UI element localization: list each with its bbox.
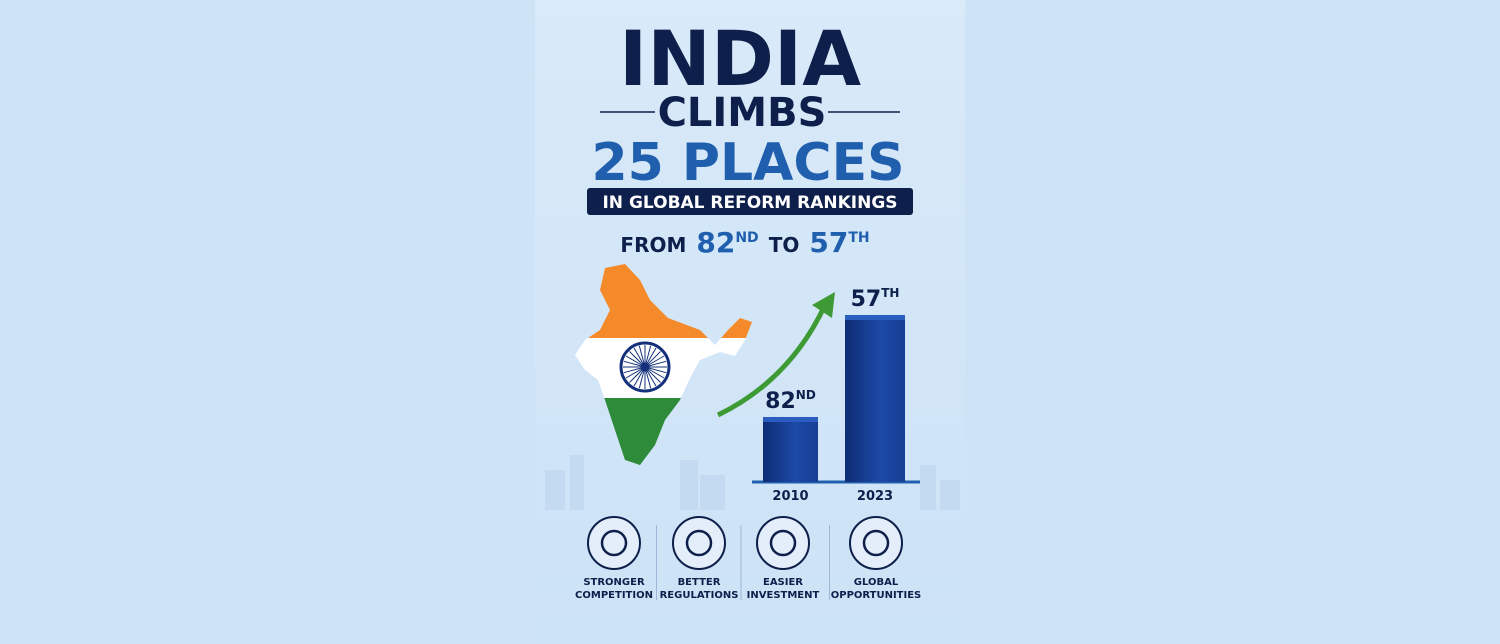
spoke <box>638 366 646 389</box>
spoke <box>644 351 661 368</box>
suffix: ND <box>796 388 816 402</box>
icon <box>769 529 797 557</box>
spoke <box>644 347 657 368</box>
bar <box>845 317 905 482</box>
spoke <box>644 345 652 368</box>
suffix: TH <box>881 286 899 300</box>
rank: 82 <box>696 226 735 259</box>
feature-line1: EASIER <box>763 577 803 588</box>
spoke <box>625 366 646 379</box>
bar <box>763 419 818 482</box>
suffix: TH <box>848 230 869 246</box>
feature-line2: COMPETITION <box>575 590 653 601</box>
banner <box>587 188 913 215</box>
title-line3: 25 PLACES <box>591 133 904 193</box>
spoke <box>644 366 667 374</box>
title-line1: INDIA <box>619 14 861 103</box>
suffix: ND <box>735 230 758 246</box>
title-line2: CLIMBS <box>658 90 827 136</box>
bar-label: 82ND <box>765 388 816 414</box>
skyline <box>545 455 960 510</box>
year: 2023 <box>857 489 893 504</box>
spoke <box>633 366 646 387</box>
icon-circle <box>587 516 641 570</box>
banner-text: IN GLOBAL REFORM RANKINGS <box>602 193 897 213</box>
growth-arrow <box>716 303 828 418</box>
spoke <box>638 345 646 368</box>
icon-circle <box>672 516 726 570</box>
to: TO <box>769 233 800 257</box>
spoke <box>644 366 665 379</box>
feature-line1: GLOBAL <box>854 577 899 588</box>
spoke <box>625 355 646 368</box>
rank: 82 <box>765 389 796 414</box>
spoke <box>629 366 646 383</box>
rank: 57 <box>851 287 882 312</box>
icon <box>862 529 890 557</box>
icon-circle <box>756 516 810 570</box>
spoke <box>623 360 646 368</box>
feature-line2: INVESTMENT <box>747 590 820 601</box>
spoke <box>644 366 657 387</box>
bar-top <box>845 314 905 320</box>
icon-circle <box>849 516 903 570</box>
feature-line2: REGULATIONS <box>660 590 739 601</box>
chakra <box>619 341 671 393</box>
icon <box>685 529 713 557</box>
bar-top <box>763 416 818 422</box>
features: STRONGER COMPETITION BETTER REGULATIONS EASI… <box>575 516 922 601</box>
feature-line2: OPPORTUNITIES <box>831 590 922 601</box>
feature-line1: STRONGER <box>583 577 645 588</box>
spoke <box>644 366 661 383</box>
feature-line1: BETTER <box>678 577 721 588</box>
bar-label: 57TH <box>851 286 900 312</box>
from: FROM <box>620 233 686 257</box>
spoke <box>644 360 667 368</box>
spoke <box>633 347 646 368</box>
subtitle: FROM 82ND TO 57TH <box>620 226 869 259</box>
year: 2010 <box>772 489 808 504</box>
bar-chart: 82ND 2010 57TH 2023 <box>763 286 905 504</box>
spoke <box>629 351 646 368</box>
rank: 57 <box>809 226 848 259</box>
icon <box>600 529 628 557</box>
spoke <box>644 355 665 368</box>
arrow-head <box>812 292 835 318</box>
spoke <box>644 366 652 389</box>
spoke <box>623 366 646 374</box>
